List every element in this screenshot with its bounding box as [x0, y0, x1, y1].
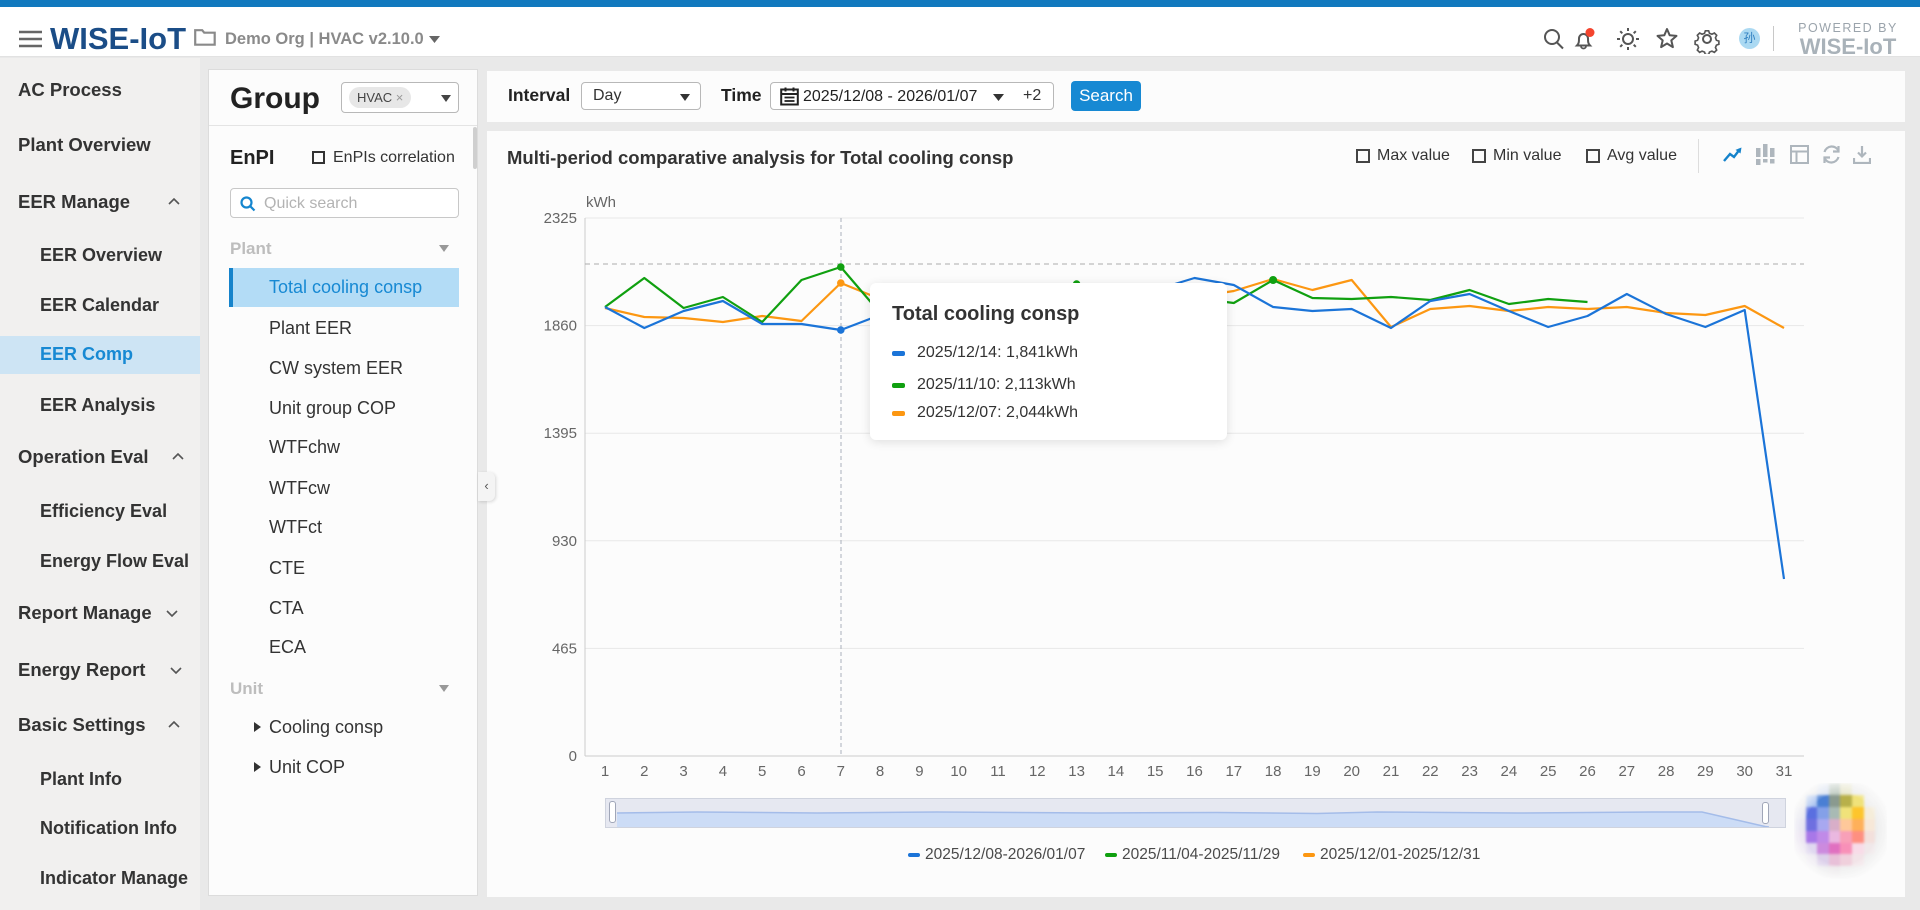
- svg-text:23: 23: [1461, 763, 1478, 780]
- svg-text:25: 25: [1540, 763, 1557, 780]
- svg-text:465: 465: [552, 640, 577, 657]
- svg-text:18: 18: [1265, 763, 1282, 780]
- svg-text:26: 26: [1579, 763, 1596, 780]
- svg-text:0: 0: [569, 748, 577, 765]
- svg-text:31: 31: [1776, 763, 1793, 780]
- svg-text:4: 4: [719, 763, 727, 780]
- svg-text:28: 28: [1658, 763, 1675, 780]
- svg-text:8: 8: [876, 763, 884, 780]
- svg-text:12: 12: [1029, 763, 1046, 780]
- svg-text:19: 19: [1304, 763, 1321, 780]
- svg-text:1395: 1395: [544, 425, 577, 442]
- svg-text:6: 6: [797, 763, 805, 780]
- svg-text:1860: 1860: [544, 318, 577, 335]
- svg-text:17: 17: [1225, 763, 1242, 780]
- svg-text:22: 22: [1422, 763, 1439, 780]
- svg-text:21: 21: [1383, 763, 1400, 780]
- svg-text:1: 1: [601, 763, 609, 780]
- svg-text:2: 2: [640, 763, 648, 780]
- svg-text:10: 10: [950, 763, 967, 780]
- svg-text:930: 930: [552, 533, 577, 550]
- svg-text:20: 20: [1343, 763, 1360, 780]
- svg-text:29: 29: [1697, 763, 1714, 780]
- svg-text:30: 30: [1736, 763, 1753, 780]
- svg-text:7: 7: [837, 763, 845, 780]
- svg-text:13: 13: [1068, 763, 1085, 780]
- svg-text:16: 16: [1186, 763, 1203, 780]
- svg-text:kWh: kWh: [586, 194, 616, 211]
- svg-text:14: 14: [1108, 763, 1125, 780]
- svg-text:3: 3: [679, 763, 687, 780]
- svg-text:2325: 2325: [544, 210, 577, 227]
- svg-text:15: 15: [1147, 763, 1164, 780]
- svg-text:27: 27: [1618, 763, 1635, 780]
- svg-text:11: 11: [990, 763, 1006, 780]
- svg-text:9: 9: [915, 763, 923, 780]
- svg-text:5: 5: [758, 763, 766, 780]
- svg-text:24: 24: [1501, 763, 1518, 780]
